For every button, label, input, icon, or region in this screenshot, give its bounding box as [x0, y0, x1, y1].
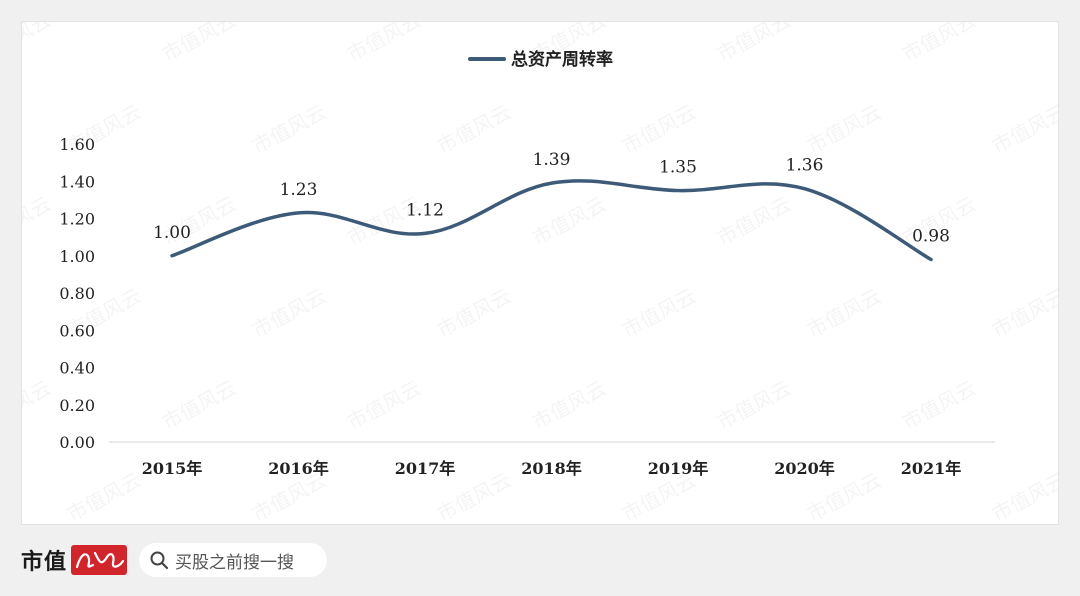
y-tick-label: 0.60: [59, 321, 95, 340]
watermark-text: 市值风云: [988, 100, 1058, 159]
watermark-text: 市值风云: [898, 22, 980, 66]
brand-logo: [71, 545, 128, 575]
search-box[interactable]: 买股之前搜一搜: [139, 543, 328, 577]
watermark-text: 市值风云: [618, 284, 700, 343]
x-tick-label: 2015年: [142, 459, 203, 478]
watermark-text: 市值风云: [988, 284, 1058, 343]
search-placeholder: 买股之前搜一搜: [175, 552, 295, 573]
data-label: 1.23: [280, 180, 318, 200]
watermark-text: 市值风云: [248, 284, 330, 343]
watermark-text: 市值风云: [158, 22, 240, 66]
watermark-text: 市值风云: [988, 468, 1058, 524]
y-tick-label: 0.20: [59, 396, 95, 415]
x-tick-label: 2021年: [901, 459, 962, 478]
watermark-text: 市值风云: [248, 100, 330, 159]
x-tick-label: 2020年: [774, 459, 835, 478]
legend-label: 总资产周转率: [511, 49, 613, 70]
legend: 总资产周转率: [468, 49, 613, 70]
y-tick-label: 1.20: [59, 210, 95, 229]
y-tick-label: 0.80: [59, 284, 95, 303]
search-icon: [150, 551, 169, 570]
watermark-text: 市值风云: [22, 22, 55, 66]
watermark-text: 市值风云: [433, 284, 515, 343]
data-label: 1.39: [533, 150, 571, 170]
footer-bar: 市值 买股之前搜一搜: [21, 540, 328, 580]
watermark-text: 市值风云: [618, 100, 700, 159]
series-line: [170, 179, 933, 262]
watermark-text: 市值风云: [803, 100, 885, 159]
y-tick-label: 0.40: [59, 359, 95, 378]
watermark-text: 市值风云: [713, 192, 795, 251]
watermark-text: 市值风云: [158, 376, 240, 435]
x-tick-label: 2019年: [648, 459, 709, 478]
brand-name: 市值: [21, 550, 68, 575]
y-tick-label: 1.60: [59, 135, 95, 154]
watermark-text: 市值风云: [528, 376, 610, 435]
watermark-text: 市值风云: [433, 100, 515, 159]
x-tick-label: 2018年: [521, 459, 582, 478]
x-tick-label: 2016年: [268, 459, 329, 478]
data-label: 1.36: [786, 156, 824, 176]
watermark-text: 市值风云: [63, 468, 145, 524]
data-label: 1.35: [659, 158, 697, 178]
data-label: 0.98: [912, 226, 950, 246]
chart-card: 市值风云 市值风云 市值风云 市值风云 市值风云 市值风云 市值风云 市值风云 市值风云 市值风云…: [21, 21, 1059, 525]
y-tick-label: 0.00: [59, 433, 95, 452]
watermark-text: 市值风云: [22, 376, 55, 435]
watermark-text: 市值风云: [713, 376, 795, 435]
data-label: 1.12: [406, 200, 444, 220]
watermark-text: 市值风云: [22, 192, 55, 251]
watermark-text: 市值风云: [713, 22, 795, 66]
data-label: 1.00: [153, 223, 191, 243]
y-tick-label: 1.00: [59, 247, 95, 266]
data-labels: 1.00 1.23 1.12 1.39 1.35 1.36 0.98: [153, 150, 950, 246]
x-tick-label: 2017年: [395, 459, 456, 478]
y-tick-label: 1.40: [59, 172, 95, 191]
watermark-text: 市值风云: [803, 284, 885, 343]
watermark-text: 市值风云: [343, 376, 425, 435]
y-axis-ticks: 0.00 0.20 0.40 0.60 0.80 1.00 1.20 1.40 1.60: [59, 135, 95, 452]
x-axis-labels: 2015年 2016年 2017年 2018年 2019年 2020年 2021年: [142, 459, 962, 478]
watermark-text: 市值风云: [898, 376, 980, 435]
watermark-text: 市值风云: [343, 22, 425, 66]
watermark-text: 市值风云: [528, 192, 610, 251]
